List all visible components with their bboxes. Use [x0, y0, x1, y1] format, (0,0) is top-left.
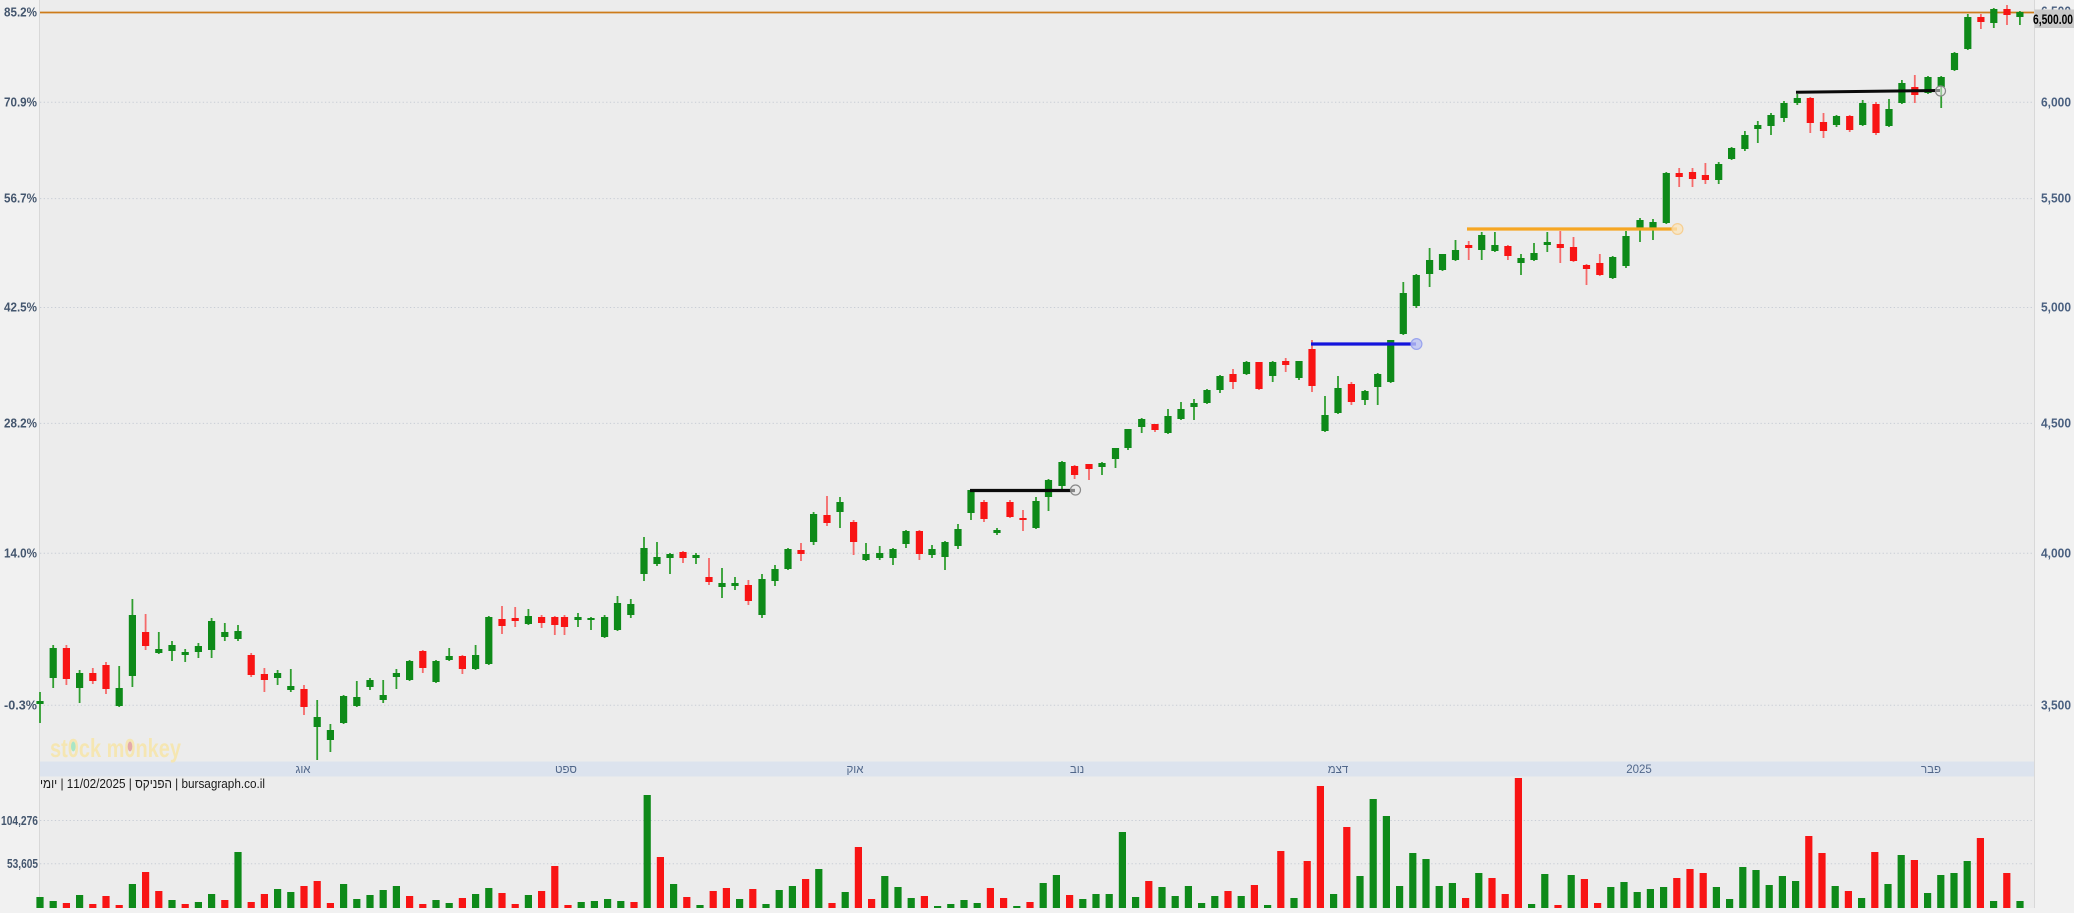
svg-text:st0ck m0nkey: st0ck m0nkey [50, 733, 181, 763]
svg-text:אוק: אוק [847, 764, 865, 776]
svg-text:6,500.00: 6,500.00 [2033, 12, 2073, 27]
svg-text:5,500: 5,500 [2041, 191, 2071, 206]
svg-text:6,000: 6,000 [2041, 94, 2071, 109]
svg-text:5,000: 5,000 [2041, 300, 2071, 315]
svg-text:70.9%: 70.9% [4, 94, 37, 109]
svg-text:3,500: 3,500 [2041, 697, 2071, 712]
svg-text:ספט: ספט [555, 764, 577, 776]
svg-text:פבר: פבר [1921, 764, 1941, 776]
svg-text:85.2%: 85.2% [4, 5, 37, 20]
svg-text:104,276: 104,276 [1, 813, 38, 828]
svg-text:4,000: 4,000 [2041, 545, 2071, 560]
svg-text:14.0%: 14.0% [4, 545, 37, 560]
svg-text:2025: 2025 [1626, 764, 1652, 776]
svg-text:28.2%: 28.2% [4, 415, 37, 430]
svg-text:נוב: נוב [1070, 764, 1084, 776]
svg-text:42.5%: 42.5% [4, 300, 37, 315]
svg-text:53,605: 53,605 [7, 856, 38, 871]
svg-text:דצמ: דצמ [1328, 764, 1349, 776]
svg-text:-0.3%: -0.3% [4, 697, 37, 712]
svg-text:אוג: אוג [295, 764, 311, 776]
svg-text:56.7%: 56.7% [4, 191, 37, 206]
svg-text:4,500: 4,500 [2041, 415, 2071, 430]
svg-text:‎יומי ‎| 11/02/2025 ‎| הפניקס: ‎יומי ‎| 11/02/2025 ‎| הפניקס ‎| bursagr… [40, 776, 265, 791]
